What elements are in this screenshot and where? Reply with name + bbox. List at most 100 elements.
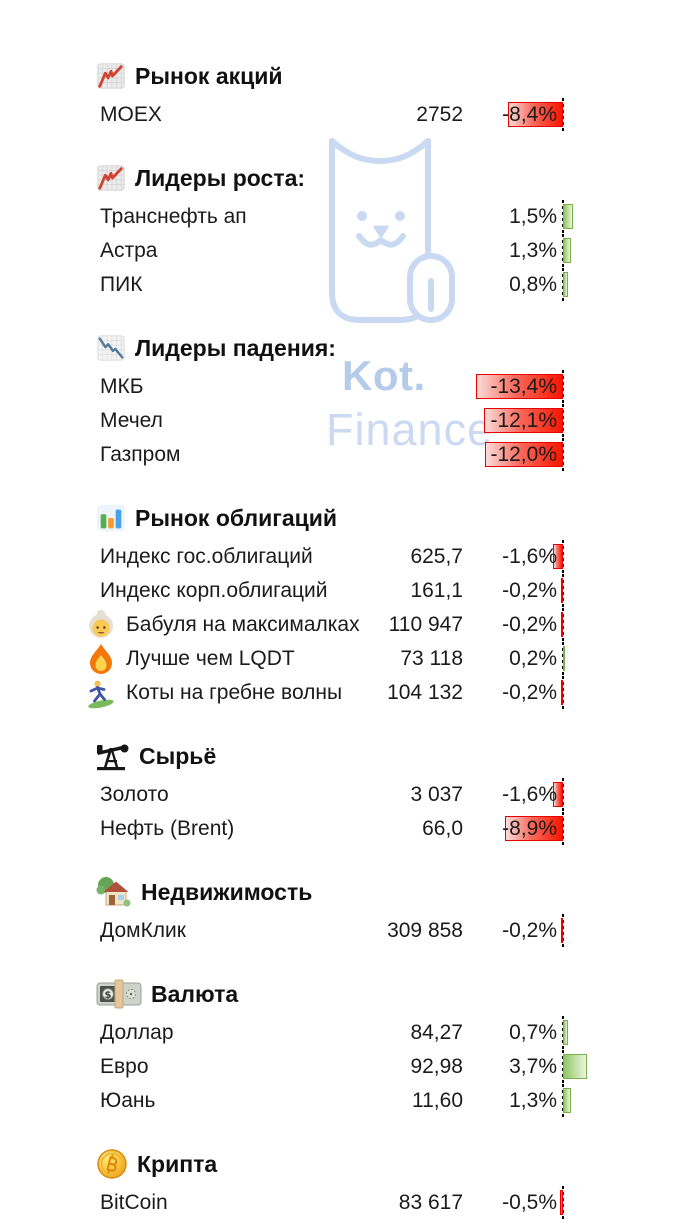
pumpjack-icon: [96, 741, 130, 771]
bar-axis-line: [562, 812, 564, 846]
bar-axis-line: [562, 370, 564, 404]
instrument-name: MOEX: [100, 103, 162, 126]
section-commodities: Сырьё Золото 3 037 -1,6% Нефть (Brent) 66,0 -8…: [0, 734, 700, 846]
negative-change-bar: [484, 408, 563, 433]
section-fall-leaders: Лидеры падения: МКБ -13,4% Мечел -12,1% Газпр…: [0, 326, 700, 472]
instrument-value: 11,60: [412, 1089, 463, 1112]
instrument-change-percent: 0,2%: [509, 647, 557, 670]
section-title: Лидеры падения:: [135, 334, 336, 361]
instrument-name: МКБ: [100, 375, 144, 398]
quote-row: Индекс гос.облигаций 625,7 -1,6%: [0, 540, 700, 574]
quote-row: ПИК 0,8%: [0, 268, 700, 302]
section-header: Лидеры роста:: [0, 156, 700, 200]
bar-axis-line: [562, 914, 564, 948]
chart-down-icon: [96, 333, 126, 363]
quote-row: Евро 92,98 3,7%: [0, 1050, 700, 1084]
change-bar-cell: [470, 608, 592, 642]
instrument-name-cell: Газпром: [0, 438, 180, 472]
section-header: Недвижимость: [0, 870, 700, 914]
change-bar-cell: [470, 370, 592, 404]
change-bar-cell: [470, 574, 592, 608]
section-title: Рынок облигаций: [135, 504, 338, 531]
section-header: Крипта: [0, 1142, 700, 1186]
instrument-name-cell: Нефть (Brent): [0, 812, 234, 846]
change-bar-cell: [470, 1186, 592, 1220]
instrument-value: 104 132: [387, 681, 463, 704]
instrument-value: 73 118: [400, 647, 463, 670]
quote-row: Лучше чем LQDT 73 118 0,2%: [0, 642, 700, 676]
positive-change-bar: [563, 272, 569, 297]
negative-change-bar: [505, 816, 563, 841]
quote-row: Золото 3 037 -1,6%: [0, 778, 700, 812]
instrument-name-cell: Бабуля на максималках: [0, 608, 360, 642]
section-growth-leaders: Лидеры роста: Транснефть ап 1,5% Астра 1,3% П…: [0, 156, 700, 302]
section-title: Крипта: [137, 1150, 218, 1177]
quote-row: Юань 11,60 1,3%: [0, 1084, 700, 1118]
section-header: Рынок облигаций: [0, 496, 700, 540]
chart-up-icon: [96, 163, 126, 193]
positive-change-bar: [563, 204, 573, 229]
instrument-value: 309 858: [387, 919, 463, 942]
instrument-value: 110 947: [388, 613, 463, 636]
negative-change-bar: [508, 102, 563, 127]
change-bar-cell: [470, 540, 592, 574]
instrument-name-cell: Доллар: [0, 1016, 174, 1050]
instrument-name: Астра: [100, 239, 158, 262]
svg-text:$: $: [105, 990, 112, 1001]
instrument-change-percent: -0,2%: [502, 919, 557, 942]
bar-axis-line: [562, 438, 564, 472]
money-icon: $: [96, 979, 142, 1009]
quote-row: Астра 1,3%: [0, 234, 700, 268]
negative-change-bar: [475, 374, 563, 399]
instrument-change-percent: 0,8%: [509, 273, 557, 296]
instrument-value: 83 617: [398, 1191, 463, 1214]
section-title: Валюта: [151, 980, 239, 1007]
bitcoin-icon: [96, 1148, 128, 1180]
section-stock-market: Рынок акций MOEX 2752 -8,4%: [0, 54, 700, 132]
instrument-change-percent: 1,5%: [509, 205, 557, 228]
quote-row: Доллар 84,27 0,7%: [0, 1016, 700, 1050]
positive-change-bar: [563, 646, 565, 671]
instrument-change-percent: -12,0%: [490, 443, 557, 466]
instrument-value: 2752: [416, 103, 463, 126]
negative-change-bar: [485, 442, 563, 467]
section-currency: $ Валюта Доллар 84,27 0,7% Евро 92,98 3,7% Юань 1…: [0, 972, 700, 1118]
instrument-name-cell: Индекс корп.облигаций: [0, 574, 327, 608]
bar-axis-line: [562, 676, 564, 710]
instrument-change-percent: -1,6%: [502, 783, 557, 806]
change-bar-cell: [470, 268, 592, 302]
negative-change-bar: [552, 782, 563, 807]
house-icon: [96, 876, 132, 908]
instrument-name-cell: Золото: [0, 778, 169, 812]
instrument-change-percent: -0,2%: [502, 613, 557, 636]
instrument-name-cell: Юань: [0, 1084, 155, 1118]
quote-row: МКБ -13,4%: [0, 370, 700, 404]
instrument-name-cell: ПИК: [0, 268, 142, 302]
bar-axis-line: [562, 98, 564, 132]
quote-row: Коты на гребне волны 104 132 -0,2%: [0, 676, 700, 710]
instrument-name: Юань: [100, 1089, 156, 1112]
instrument-value: 92,98: [410, 1055, 463, 1078]
instrument-change-percent: 1,3%: [509, 1089, 557, 1112]
negative-change-bar: [561, 578, 563, 603]
instrument-name: Нефть (Brent): [100, 817, 235, 840]
instrument-change-percent: -12,1%: [490, 409, 557, 432]
instrument-name: Доллар: [100, 1021, 174, 1044]
instrument-name-cell: МКБ: [0, 370, 144, 404]
change-bar-cell: [470, 812, 592, 846]
quote-row: MOEX 2752 -8,4%: [0, 98, 700, 132]
change-bar-cell: [470, 914, 592, 948]
quote-row: Бабуля на максималках 110 947 -0,2%: [0, 608, 700, 642]
fire-icon: [82, 642, 120, 676]
instrument-change-percent: -0,2%: [502, 579, 557, 602]
instrument-value: 625,7: [410, 545, 463, 568]
instrument-name-cell: ДомКлик: [0, 914, 186, 948]
instrument-change-percent: -0,2%: [502, 681, 557, 704]
change-bar-cell: [470, 1050, 592, 1084]
instrument-change-percent: 0,7%: [509, 1021, 557, 1044]
change-bar-cell: [470, 438, 592, 472]
instrument-name: ПИК: [100, 273, 143, 296]
quote-row: Газпром -12,0%: [0, 438, 700, 472]
